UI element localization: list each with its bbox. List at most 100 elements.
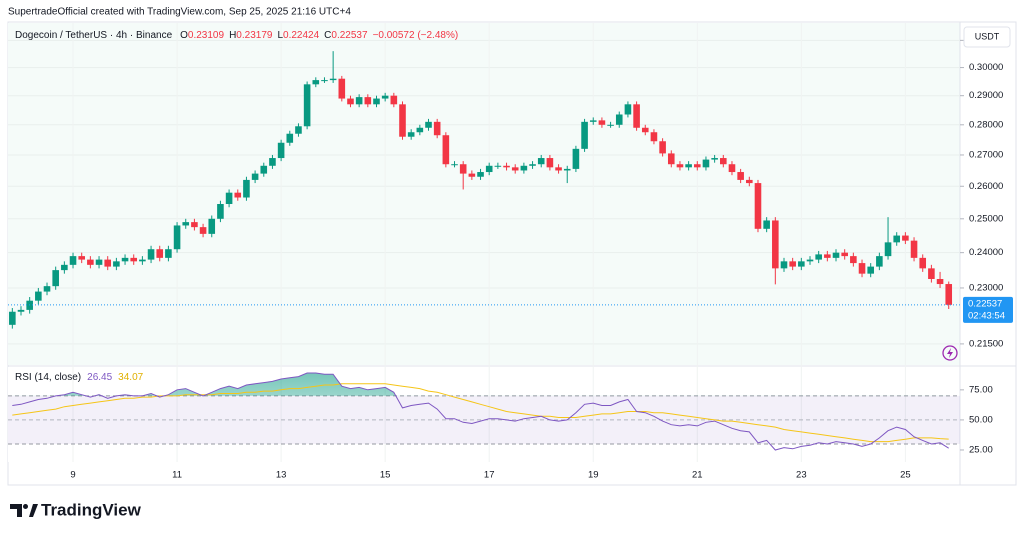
candle-body — [113, 261, 120, 267]
candle-body — [156, 249, 164, 258]
candle-body — [902, 235, 909, 241]
candle-body — [685, 164, 692, 168]
candle-body — [286, 133, 294, 143]
last-price-box — [963, 296, 1013, 323]
brand-name: TradingView — [41, 500, 142, 519]
candle-body — [728, 164, 736, 173]
candle-body — [607, 124, 614, 126]
candle-body — [884, 242, 892, 257]
last-price-label: 0.22537 — [968, 298, 1002, 309]
ohlc-value: 0.22537 — [331, 30, 368, 41]
rsi-tick-label: 25.00 — [969, 444, 993, 455]
candle-body — [520, 165, 528, 171]
candle-body — [720, 158, 727, 165]
candle-body — [165, 249, 172, 258]
candle-body — [494, 165, 502, 167]
rsi-legend: RSI (14, close) 26.45 34.07 — [15, 372, 144, 383]
candle-body — [676, 164, 684, 168]
candle-body — [451, 164, 458, 166]
chart-header: Dogecoin / TetherUS · 4h · Binance O0.231… — [15, 30, 458, 41]
candle-body — [746, 179, 753, 184]
candle-body — [503, 165, 510, 168]
candle-body — [295, 126, 302, 134]
candle-body — [598, 120, 606, 125]
ohlc-label: C — [324, 30, 331, 41]
x-tick-label: 19 — [588, 470, 599, 481]
x-tick-label: 25 — [900, 470, 911, 481]
candle-body — [425, 121, 432, 128]
candle-body — [511, 167, 519, 171]
currency-button[interactable] — [963, 26, 1011, 48]
candle-body — [798, 261, 805, 267]
candle-body — [737, 172, 744, 180]
candle-body — [69, 256, 77, 265]
currency[interactable]: USDT — [975, 31, 1000, 41]
candle-body — [858, 263, 866, 274]
candle-body — [433, 121, 441, 136]
candle-body — [650, 132, 658, 142]
candle-body — [563, 168, 571, 171]
candle-body — [416, 127, 424, 133]
candle-body — [928, 268, 935, 279]
alert-icon[interactable] — [942, 345, 958, 361]
ohlc-label: H — [229, 30, 236, 41]
ohlc-label: L — [277, 30, 283, 41]
candle-body — [555, 167, 562, 171]
change: −0.00572 (−2.48%) — [373, 30, 459, 41]
x-tick-label: 11 — [172, 470, 182, 481]
candle-body — [581, 121, 588, 149]
candle-body — [850, 256, 857, 264]
candle-body — [364, 97, 372, 105]
candle-body — [754, 183, 762, 229]
rsi-value: 26.45 — [87, 372, 112, 383]
candle-body — [876, 256, 883, 267]
candle-body — [390, 95, 398, 105]
ohlc-value: 0.23179 — [236, 30, 273, 41]
candle-body — [589, 120, 597, 122]
candle-body — [763, 220, 770, 229]
candle-body — [572, 148, 580, 169]
y-tick-label: 0.30000 — [969, 62, 1003, 73]
rsi-tick-label: 75.00 — [969, 384, 993, 395]
candle-body — [130, 257, 138, 262]
candle-body — [711, 158, 718, 160]
candle-body — [147, 249, 155, 260]
candle-body — [832, 252, 840, 258]
candle-body — [121, 257, 129, 262]
candle-body — [312, 80, 320, 85]
y-tick-label: 0.29000 — [969, 90, 1003, 101]
rsi-tick-label: 50.00 — [969, 414, 993, 425]
candle-body — [217, 204, 224, 219]
candle-body — [104, 259, 112, 267]
candle-body — [373, 98, 380, 105]
candle-body — [347, 98, 354, 105]
candle-body — [243, 179, 250, 198]
x-tick-label: 15 — [380, 470, 391, 481]
candle-body — [35, 291, 42, 301]
candle-body — [277, 142, 285, 159]
plot-layer: 0.21500 0.23000 0.24000 0.25000 0.26000 0.270… — [8, 23, 1013, 481]
x-tick-label: 21 — [692, 470, 703, 481]
candle-body — [806, 259, 814, 262]
candle-body — [693, 164, 701, 168]
candle-body — [260, 165, 268, 174]
logo-mark — [10, 504, 22, 517]
x-tick-label: 13 — [276, 470, 287, 481]
alert-bolt — [947, 348, 953, 358]
rsi-line — [12, 372, 949, 451]
logo-dot — [23, 504, 28, 509]
candle-body — [789, 261, 796, 267]
candle-body — [772, 220, 779, 269]
candle-body — [225, 192, 233, 205]
y-tick-label: 0.25000 — [969, 213, 1003, 224]
candle-body — [61, 264, 68, 271]
y-tick-label: 0.28000 — [969, 119, 1003, 130]
candle-body — [208, 218, 216, 234]
candle-body — [43, 286, 51, 292]
candle-body — [615, 114, 623, 125]
credit: SupertradeOfficial created with TradingV… — [8, 7, 351, 18]
y-tick-label: 0.27000 — [969, 149, 1003, 160]
y-tick-label: 0.26000 — [969, 181, 1003, 192]
candle-body — [199, 227, 207, 234]
